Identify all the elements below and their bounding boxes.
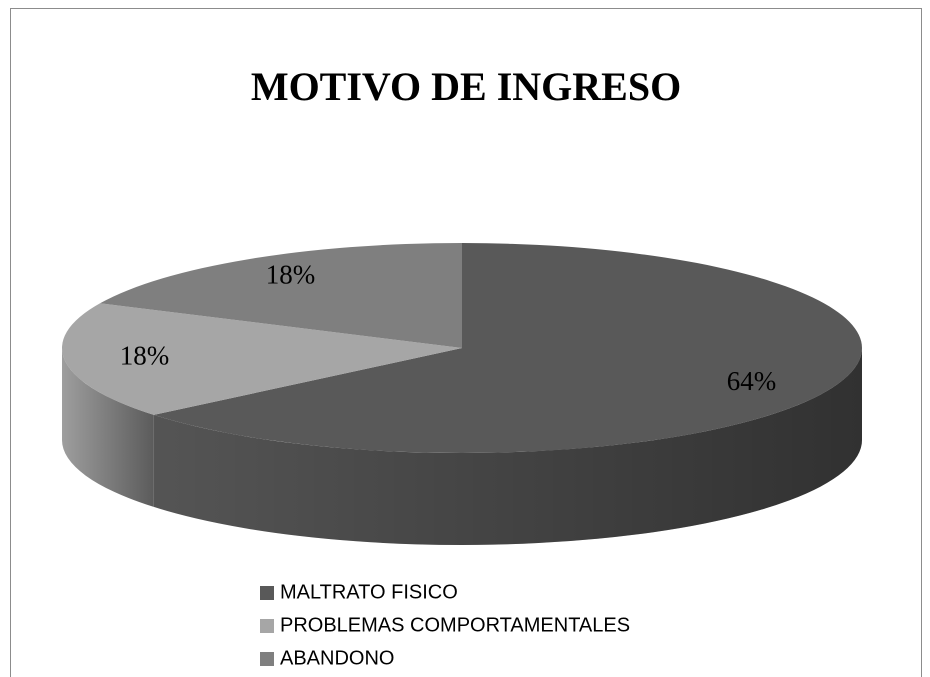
value-labels: 64% 18% 18% xyxy=(120,259,777,396)
pie-sides xyxy=(61,348,863,545)
legend-swatch xyxy=(260,586,274,600)
pie-tops xyxy=(62,243,863,454)
legend-swatch xyxy=(260,652,274,666)
value-label: 64% xyxy=(727,366,777,396)
legend-label: ABANDONO xyxy=(280,647,394,669)
chart-frame xyxy=(10,8,922,677)
pie-slice xyxy=(153,243,863,454)
legend-label: MALTRATO FISICO xyxy=(280,581,458,603)
legend-swatch xyxy=(260,619,274,633)
pie-side-shade xyxy=(61,348,154,507)
value-label: 18% xyxy=(120,341,170,371)
legend: MALTRATO FISICO PROBLEMAS COMPORTAMENTALE… xyxy=(260,581,630,669)
pie-slice xyxy=(100,243,462,348)
chart-title: MOTIVO DE INGRESO xyxy=(251,64,681,109)
pie-slice xyxy=(62,303,463,415)
value-label: 18% xyxy=(266,259,316,289)
legend-label: PROBLEMAS COMPORTAMENTALES xyxy=(280,614,630,636)
pie-side-shade xyxy=(153,348,863,545)
